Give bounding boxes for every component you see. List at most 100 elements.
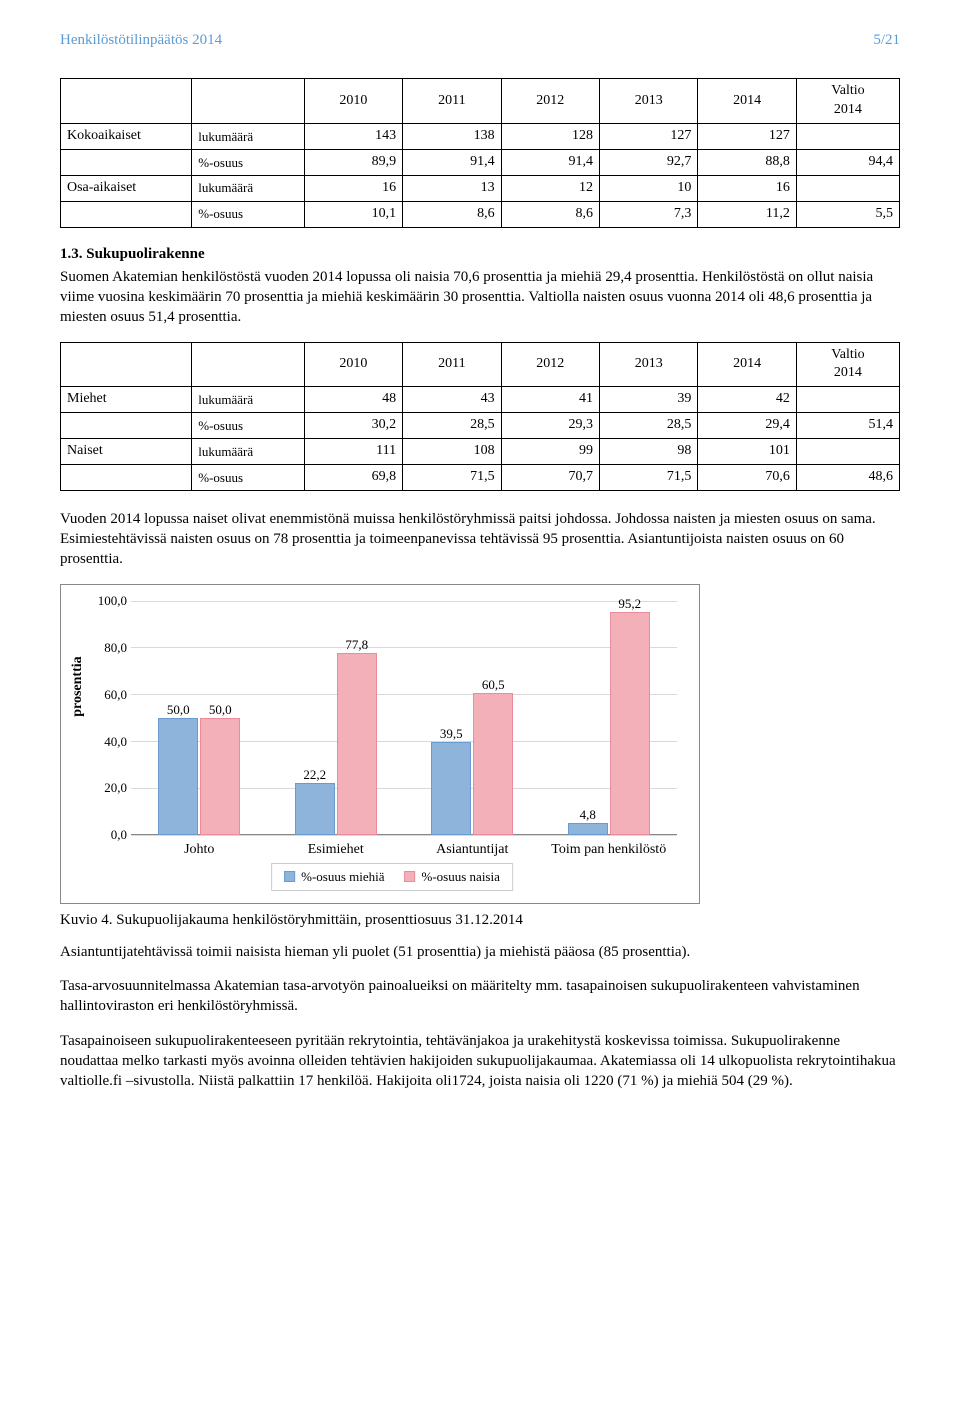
bar-group: 22,277,8Esimiehet <box>268 601 405 835</box>
table2-col-valtio: Valtio 2014 <box>796 342 899 387</box>
table1-col-2012: 2012 <box>501 79 599 124</box>
cell: 92,7 <box>599 149 697 175</box>
table1-col-2011: 2011 <box>403 79 501 124</box>
bar-value-label: 95,2 <box>611 595 649 613</box>
bar-miehiä: 22,2 <box>295 783 335 835</box>
table-row: %-osuus30,228,529,328,529,451,4 <box>61 413 900 439</box>
cell: 111 <box>304 439 402 465</box>
cell: 48,6 <box>796 465 899 491</box>
category-label: Johto <box>131 835 268 860</box>
gender-chart: prosenttia 0,020,040,060,080,0100,050,05… <box>60 584 700 904</box>
table2-col-2014: 2014 <box>698 342 796 387</box>
y-tick-label: 40,0 <box>95 732 127 750</box>
cell <box>796 439 899 465</box>
row-sublabel: %-osuus <box>192 465 304 491</box>
cell: 42 <box>698 387 796 413</box>
y-tick-label: 0,0 <box>95 826 127 844</box>
table2-blank2 <box>192 342 304 387</box>
cell: 30,2 <box>304 413 402 439</box>
bar-naisia: 77,8 <box>337 653 377 835</box>
cell: 8,6 <box>403 201 501 227</box>
bars-row: 50,050,0Johto22,277,8Esimiehet39,560,5As… <box>131 601 677 835</box>
table2-col-2010: 2010 <box>304 342 402 387</box>
table2-col-2012: 2012 <box>501 342 599 387</box>
category-label: Esimiehet <box>268 835 405 860</box>
bar-miehiä: 4,8 <box>568 823 608 834</box>
cell: 91,4 <box>501 149 599 175</box>
bar-group: 39,560,5Asiantuntijat <box>404 601 541 835</box>
cell: 48 <box>304 387 402 413</box>
chart-plot-area: 0,020,040,060,080,0100,050,050,0Johto22,… <box>131 601 677 835</box>
table1-head: 2010 2011 2012 2013 2014 Valtio 2014 <box>61 79 900 124</box>
cell: 108 <box>403 439 501 465</box>
cell <box>796 175 899 201</box>
bar-group: 50,050,0Johto <box>131 601 268 835</box>
table2-head: 2010 2011 2012 2013 2014 Valtio 2014 <box>61 342 900 387</box>
cell: 69,8 <box>304 465 402 491</box>
table-kokoaikaiset: 2010 2011 2012 2013 2014 Valtio 2014 Kok… <box>60 78 900 227</box>
table1-blank1 <box>61 79 192 124</box>
table2-blank1 <box>61 342 192 387</box>
bar-naisia: 60,5 <box>473 693 513 835</box>
cell: 43 <box>403 387 501 413</box>
cell: 8,6 <box>501 201 599 227</box>
cell: 39 <box>599 387 697 413</box>
legend-naisia: %-osuus naisia <box>405 868 500 886</box>
row-header: Naiset <box>61 439 192 465</box>
section-1-3-para: Suomen Akatemian henkilöstöstä vuoden 20… <box>60 267 900 328</box>
row-sublabel: lukumäärä <box>192 124 304 150</box>
bar-value-label: 22,2 <box>296 766 334 784</box>
legend-label-m: %-osuus miehiä <box>301 868 384 886</box>
table-row: Miehetlukumäärä4843413942 <box>61 387 900 413</box>
cell: 29,3 <box>501 413 599 439</box>
bar-naisia: 95,2 <box>610 612 650 835</box>
bar-miehiä: 50,0 <box>158 718 198 835</box>
table1-col-valtio: Valtio 2014 <box>796 79 899 124</box>
bar-miehiä: 39,5 <box>431 742 471 834</box>
cell: 138 <box>403 124 501 150</box>
doc-title: Henkilöstötilinpäätös 2014 <box>60 30 222 50</box>
cell <box>796 124 899 150</box>
bar-value-label: 50,0 <box>201 701 239 719</box>
category-label: Asiantuntijat <box>404 835 541 860</box>
row-sublabel: lukumäärä <box>192 439 304 465</box>
cell: 94,4 <box>796 149 899 175</box>
cell: 88,8 <box>698 149 796 175</box>
table-miehet-naiset: 2010 2011 2012 2013 2014 Valtio 2014 Mie… <box>60 342 900 491</box>
cell: 13 <box>403 175 501 201</box>
page-header: Henkilöstötilinpäätös 2014 5/21 <box>60 30 900 50</box>
y-tick-label: 80,0 <box>95 639 127 657</box>
row-header <box>61 413 192 439</box>
page-number: 5/21 <box>873 30 900 50</box>
cell <box>796 387 899 413</box>
category-label: Toim pan henkilöstö <box>541 835 678 860</box>
row-header <box>61 149 192 175</box>
legend-swatch-m <box>284 871 295 882</box>
table-row: Kokoaikaisetlukumäärä143138128127127 <box>61 124 900 150</box>
table1-col-2013: 2013 <box>599 79 697 124</box>
table1-col-2014: 2014 <box>698 79 796 124</box>
cell: 127 <box>599 124 697 150</box>
table2-col-2011: 2011 <box>403 342 501 387</box>
cell: 11,2 <box>698 201 796 227</box>
bar-value-label: 77,8 <box>338 636 376 654</box>
cell: 28,5 <box>599 413 697 439</box>
table-row: Naisetlukumäärä1111089998101 <box>61 439 900 465</box>
bar-group: 4,895,2Toim pan henkilöstö <box>541 601 678 835</box>
bar-naisia: 50,0 <box>200 718 240 835</box>
row-header: Miehet <box>61 387 192 413</box>
table2-col-2013: 2013 <box>599 342 697 387</box>
cell: 16 <box>304 175 402 201</box>
row-sublabel: %-osuus <box>192 149 304 175</box>
row-header <box>61 201 192 227</box>
bar-value-label: 50,0 <box>159 701 197 719</box>
legend-label-f: %-osuus naisia <box>422 868 500 886</box>
table-row: %-osuus89,991,491,492,788,894,4 <box>61 149 900 175</box>
table1-blank2 <box>192 79 304 124</box>
row-header <box>61 465 192 491</box>
para-tasapainoinen: Tasapainoiseen sukupuolirakenteeseen pyr… <box>60 1031 900 1092</box>
chart-legend: %-osuus miehiä %-osuus naisia <box>271 863 513 891</box>
cell: 70,7 <box>501 465 599 491</box>
y-tick-label: 100,0 <box>95 592 127 610</box>
cell: 16 <box>698 175 796 201</box>
